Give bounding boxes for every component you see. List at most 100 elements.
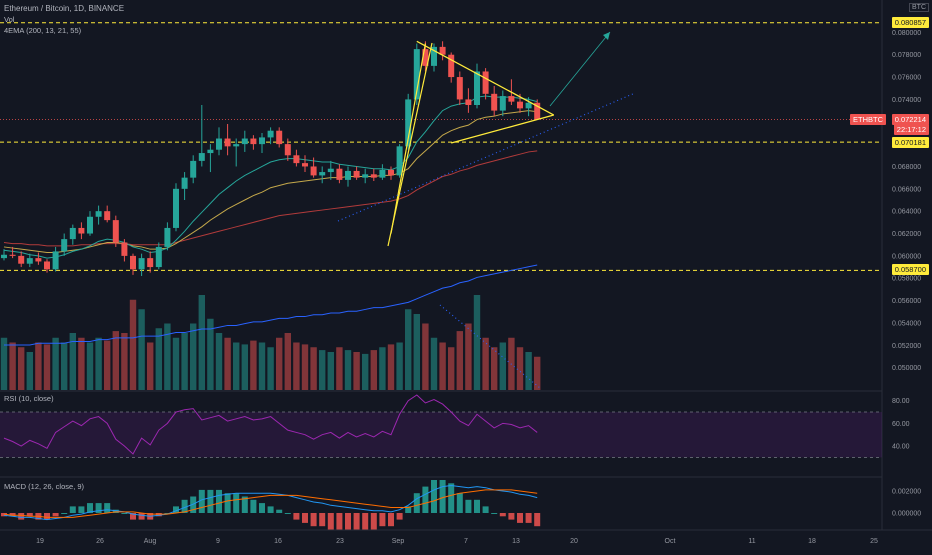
- candle-body: [517, 101, 523, 109]
- candle-body: [422, 49, 429, 66]
- ema-legend[interactable]: 4EMA (200, 13, 21, 55): [4, 26, 82, 35]
- macd-histogram-bar: [353, 513, 360, 530]
- macd-histogram-bar: [155, 513, 162, 517]
- macd-histogram-bar: [491, 513, 498, 514]
- candle-body: [207, 149, 214, 154]
- candle-body: [224, 138, 231, 147]
- macd-histogram-bar: [293, 513, 300, 520]
- candle-body: [499, 96, 506, 111]
- volume-bar: [327, 352, 334, 390]
- candle-body: [525, 102, 532, 109]
- time-tick-label: 23: [336, 538, 344, 545]
- volume-bar: [224, 337, 231, 390]
- candle-body: [456, 77, 463, 100]
- macd-histogram-bar: [9, 513, 16, 517]
- macd-histogram-bar: [439, 480, 446, 513]
- volume-bar: [129, 299, 137, 390]
- candle-body: [26, 258, 33, 264]
- candle-body: [87, 216, 93, 234]
- rsi-band: [0, 412, 882, 458]
- triangle-lower-line: [451, 114, 554, 144]
- volume-bar: [387, 344, 395, 390]
- macd-histogram-bar: [310, 513, 317, 527]
- volume-bar: [61, 342, 68, 390]
- candle-body: [44, 261, 50, 270]
- volume-bar: [482, 337, 489, 390]
- price-tick-label: 0.058000: [892, 276, 921, 283]
- volume-bar: [499, 342, 506, 390]
- volume-bar: [104, 340, 111, 390]
- macd-histogram-bar: [173, 506, 179, 513]
- volume-bar: [301, 344, 309, 390]
- price-tick-label: 0.068000: [892, 164, 921, 171]
- candle-body: [250, 138, 257, 145]
- volume-legend[interactable]: Vol: [4, 15, 15, 24]
- volume-bar: [43, 344, 51, 390]
- rsi-legend[interactable]: RSI (10, close): [4, 394, 54, 403]
- macd-histogram-bar: [95, 503, 102, 513]
- macd-legend[interactable]: MACD (12, 26, close, 9): [4, 482, 85, 491]
- time-tick-label: Sep: [392, 538, 405, 545]
- candle-body: [18, 255, 25, 264]
- current-price-tag: 0.072214: [891, 114, 929, 125]
- macd-histogram-bar: [413, 493, 420, 513]
- volume-bar: [215, 333, 223, 390]
- volume-bar: [69, 333, 76, 390]
- volume-bar: [147, 342, 154, 390]
- time-tick-label: 16: [274, 538, 282, 545]
- candle-body: [345, 170, 351, 180]
- price-tick-label: 0.080000: [892, 30, 921, 37]
- volume-bar: [78, 337, 85, 390]
- candle-body: [259, 137, 265, 145]
- macd-histogram-bar: [44, 513, 50, 520]
- macd-histogram-bar: [207, 489, 214, 513]
- candle-body: [267, 130, 274, 138]
- candle-body: [216, 138, 222, 150]
- price-tick-label: 0.052000: [892, 343, 921, 350]
- volume-bar: [405, 309, 412, 390]
- price-tick-label: 0.064000: [892, 209, 921, 216]
- macd-histogram-bar: [465, 499, 472, 513]
- resistance-price-tag: 0.080857: [891, 17, 929, 28]
- macd-histogram-bar: [198, 489, 205, 513]
- volume-bar: [258, 342, 266, 390]
- chart-title[interactable]: Ethereum / Bitcoin, 1D, BINANCE: [4, 4, 125, 13]
- candle-body: [413, 49, 420, 100]
- candle-body: [173, 188, 179, 228]
- macd-histogram-bar: [130, 513, 136, 520]
- volume-trend-line-dotted: [439, 304, 541, 389]
- macd-histogram-bar: [267, 506, 274, 513]
- projection-arrowhead: [603, 32, 610, 40]
- volume-bar: [18, 347, 25, 390]
- volume-bar: [379, 347, 386, 390]
- rsi-tick-label: 40.00: [892, 444, 910, 451]
- time-tick-label: 11: [748, 538, 755, 545]
- candle-body: [534, 102, 541, 120]
- candle-body: [241, 138, 248, 145]
- volume-bar: [370, 350, 377, 390]
- candle-body: [491, 93, 498, 111]
- candle-body: [293, 155, 300, 164]
- macd-histogram-bar: [284, 513, 291, 514]
- volume-bar: [241, 344, 248, 390]
- candle-body: [508, 96, 515, 102]
- macd-histogram-bar: [1, 513, 7, 517]
- macd-histogram-bar: [517, 513, 523, 523]
- volume-bar: [310, 347, 317, 390]
- time-tick-label: 20: [570, 538, 578, 545]
- price-tick-label: 0.054000: [892, 320, 921, 327]
- candle-body: [336, 168, 343, 180]
- volume-bar: [121, 333, 128, 390]
- macd-histogram-bar: [69, 506, 76, 513]
- volume-bar: [112, 331, 119, 390]
- candle-body: [112, 220, 119, 243]
- price-tick-label: 0.056000: [892, 298, 921, 305]
- macd-histogram-bar: [259, 503, 265, 513]
- volume-bar: [35, 342, 42, 390]
- candle-body: [379, 169, 386, 178]
- candle-body: [35, 258, 42, 262]
- macd-histogram-bar: [276, 509, 283, 513]
- symbol-tag: ETHBTC: [850, 114, 886, 125]
